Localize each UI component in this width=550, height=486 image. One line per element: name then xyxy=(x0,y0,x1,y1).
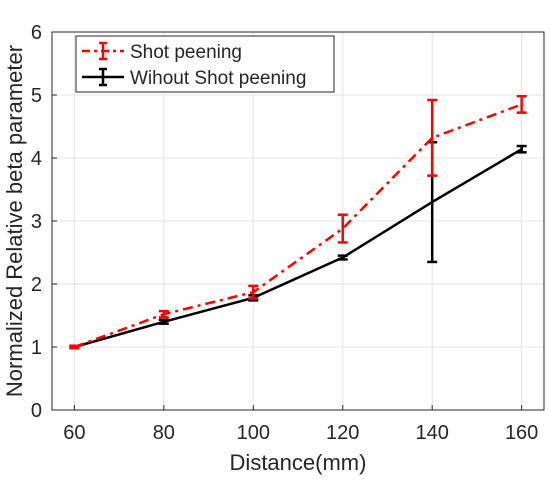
x-tick-label: 80 xyxy=(153,422,175,444)
error-bar-without-shot-peening xyxy=(516,144,527,154)
y-axis-label: Normalized Relative beta parameter xyxy=(2,45,27,397)
legend-label-shot-peening: Shot peening xyxy=(130,42,242,63)
y-tick-label: 5 xyxy=(31,85,42,107)
legend-label-without-shot-peening: Wihout Shot peening xyxy=(130,68,306,89)
legend-box xyxy=(75,35,335,93)
series-line-without-shot-peening xyxy=(74,148,523,349)
error-bar-without-shot-peening xyxy=(337,254,348,261)
error-bar-shot-peening xyxy=(516,95,527,114)
axis-ticks: 60 80 100 120 140 160 0 1 2 3 4 5 6 xyxy=(31,22,538,444)
x-tick-label: 140 xyxy=(415,422,448,444)
series-layer xyxy=(69,95,527,350)
series-shot-peening xyxy=(69,95,527,350)
legend-entry-shot-peening xyxy=(82,41,124,61)
x-tick-label: 120 xyxy=(326,422,359,444)
error-bar-shot-peening xyxy=(427,98,438,177)
x-axis-label: Distance(mm) xyxy=(230,450,367,475)
legend-entry-without-shot-peening xyxy=(82,67,124,87)
y-tick-label: 2 xyxy=(31,274,42,296)
y-tick-label: 0 xyxy=(31,400,42,422)
legend: Shot peening Wihout Shot peening xyxy=(75,35,335,93)
series-line-shot-peening xyxy=(73,103,523,349)
x-tick-label: 160 xyxy=(505,422,538,444)
y-tick-label: 1 xyxy=(31,337,42,359)
x-tick-label: 60 xyxy=(63,422,85,444)
y-tick-label: 3 xyxy=(31,211,42,233)
series-without-shot-peening xyxy=(69,141,527,350)
error-bar-without-shot-peening xyxy=(158,318,169,325)
y-tick-label: 4 xyxy=(31,148,42,170)
error-bar-shot-peening xyxy=(69,344,80,350)
error-bar-shot-peening xyxy=(248,284,259,300)
error-bar-shot-peening xyxy=(337,213,348,244)
y-tick-label: 6 xyxy=(31,22,42,44)
x-tick-label: 100 xyxy=(237,422,270,444)
error-bar-shot-peening xyxy=(158,309,169,319)
